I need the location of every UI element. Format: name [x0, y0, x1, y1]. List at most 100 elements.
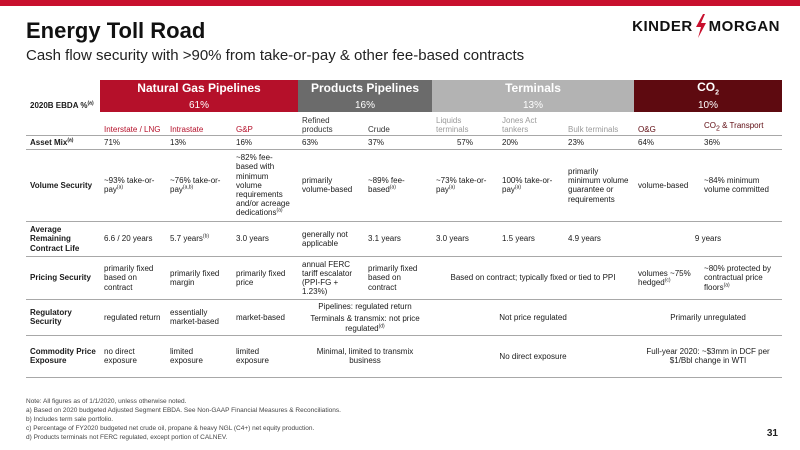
contract-life-value: 3.0 years	[232, 221, 298, 257]
commodity-exposure-value: limited exposure	[166, 335, 232, 378]
page-number: 31	[766, 428, 778, 439]
sub-intrastate: Intrastate	[166, 112, 232, 136]
volume-security-value: ~93% take-or-pay(a)	[100, 149, 166, 222]
regulatory-security-label: Regulatory Security	[26, 299, 100, 336]
ebda-label: 2020B EBDA %(a)	[30, 100, 94, 110]
contract-life-value: 5.7 years(b)	[166, 221, 232, 257]
commodity-exposure-value: no direct exposure	[100, 335, 166, 378]
contract-life-value: 9 years	[634, 221, 783, 257]
volume-security-row: Volume Security ~93% take-or-pay(a) ~76%…	[26, 149, 783, 222]
asset-mix-value: 63%	[298, 135, 364, 150]
footnote: c) Percentage of FY2020 budgeted net cru…	[26, 424, 315, 432]
sub-bulk-terminals: Bulk terminals	[564, 112, 635, 136]
page-subtitle: Cash flow security with >90% from take-o…	[26, 47, 525, 64]
regulatory-security-value: market-based	[232, 299, 298, 336]
regulatory-security-value: essentially market-based	[166, 299, 232, 336]
regulatory-security-value: Pipelines: regulated return Terminals & …	[298, 299, 432, 336]
segment-products: Products Pipelines	[298, 80, 432, 99]
sub-og: O&G	[634, 112, 701, 136]
volume-security-value: volume-based	[634, 149, 701, 222]
regulatory-security-value: regulated return	[100, 299, 166, 336]
asset-mix-value: 57%	[432, 135, 498, 150]
sub-gp: G&P	[232, 112, 298, 136]
commodity-exposure-value: Full-year 2020: ~$3mm in DCF per $1/Bbl …	[634, 335, 783, 378]
pricing-security-row: Pricing Security primarily fixed based o…	[26, 256, 783, 300]
contract-life-value: 1.5 years	[498, 221, 564, 257]
commodity-exposure-value: limited exposure	[232, 335, 298, 378]
logo-text-left: KINDER	[632, 17, 693, 35]
contract-life-value: 6.6 / 20 years	[100, 221, 166, 257]
ebda-terminals: 13%	[432, 98, 635, 113]
contract-life-value: 4.9 years	[564, 221, 635, 257]
asset-mix-value: 13%	[166, 135, 232, 150]
contract-life-value: 3.0 years	[432, 221, 498, 257]
commodity-exposure-row: Commodity Price Exposure no direct expos…	[26, 335, 783, 378]
footnotes: Note: All figures as of 1/1/2020, unless…	[26, 398, 341, 443]
segment-co2: CO2	[634, 80, 783, 99]
lightning-bolt-icon	[695, 14, 706, 38]
sub-crude: Crude	[364, 112, 432, 136]
asset-mix-value: 23%	[564, 135, 635, 150]
kinder-morgan-logo: KINDER MORGAN	[632, 14, 780, 38]
pricing-security-value: volumes ~75% hedged(c)	[634, 256, 701, 300]
footnote: a) Based on 2020 budgeted Adjusted Segme…	[26, 406, 341, 414]
pricing-security-value: Based on contract; typically fixed or ti…	[432, 256, 635, 300]
volume-security-value: ~82% fee-based with minimum volume requi…	[232, 149, 298, 222]
asset-mix-value: 71%	[100, 135, 166, 150]
volume-security-value: primarily volume-based	[298, 149, 364, 222]
top-accent-bar	[0, 0, 800, 6]
regulatory-security-row: Regulatory Security regulated return ess…	[26, 299, 783, 336]
sub-refined-products: Refined products	[298, 112, 364, 136]
ebda-co2: 10%	[634, 98, 783, 113]
regulatory-security-value: Not price regulated	[432, 299, 635, 336]
pricing-security-value: annual FERC tariff escalator (PPI-FG + 1…	[298, 256, 364, 300]
asset-mix-value: 20%	[498, 135, 564, 150]
commodity-exposure-value: No direct exposure	[432, 335, 635, 378]
volume-security-label: Volume Security	[26, 149, 100, 222]
ebda-row: 2020B EBDA %(a) 61% 16% 13% 10%	[26, 98, 783, 113]
volume-security-value: 100% take-or-pay(a)	[498, 149, 564, 222]
sub-co2-transport: CO2 & Transport	[700, 112, 783, 136]
asset-mix-value: 64%	[634, 135, 701, 150]
segment-name-row: Natural Gas Pipelines Products Pipelines…	[26, 80, 783, 99]
volume-security-value: primarily minimum volume guarantee or re…	[564, 149, 635, 222]
segment-natural-gas: Natural Gas Pipelines	[100, 80, 298, 99]
contract-life-row: Average Remaining Contract Life 6.6 / 20…	[26, 221, 783, 257]
page-title: Energy Toll Road	[26, 18, 206, 43]
footnote: d) Products terminals not FERC regulated…	[26, 433, 228, 441]
asset-mix-label: Asset Mix(a)	[26, 135, 100, 150]
subsegment-corner	[26, 112, 100, 136]
volume-security-value: ~84% minimum volume committed	[700, 149, 783, 222]
pricing-security-value: primarily fixed margin	[166, 256, 232, 300]
ebda-natural-gas: 61%	[100, 98, 298, 113]
pricing-security-value: primarily fixed based on contract	[364, 256, 432, 300]
pricing-security-label: Pricing Security	[26, 256, 100, 300]
segment-comparison-table: Natural Gas Pipelines Products Pipelines…	[26, 80, 783, 378]
commodity-exposure-label: Commodity Price Exposure	[26, 335, 100, 378]
footnote: b) Includes term sale portfolio.	[26, 415, 114, 423]
contract-life-value: 3.1 years	[364, 221, 432, 257]
regulatory-security-value: Primarily unregulated	[634, 299, 783, 336]
ebda-products: 16%	[298, 98, 432, 113]
subsegment-row: Interstate / LNG Intrastate G&P Refined …	[26, 112, 783, 136]
sub-interstate-lng: Interstate / LNG	[100, 112, 166, 136]
sub-jones-act-tankers: Jones Act tankers	[498, 112, 564, 136]
pricing-security-value: primarily fixed price	[232, 256, 298, 300]
footnote: Note: All figures as of 1/1/2020, unless…	[26, 398, 187, 405]
sub-liquids-terminals: Liquids terminals	[432, 112, 498, 136]
asset-mix-value: 37%	[364, 135, 432, 150]
segment-terminals: Terminals	[432, 80, 635, 99]
commodity-exposure-value: Minimal, limited to transmix business	[298, 335, 432, 378]
contract-life-label: Average Remaining Contract Life	[26, 221, 100, 257]
asset-mix-value: 36%	[700, 135, 783, 150]
logo-text-right: MORGAN	[708, 17, 780, 35]
asset-mix-value: 16%	[232, 135, 298, 150]
pricing-security-value: ~80% protected by contractual price floo…	[700, 256, 783, 300]
asset-mix-row: Asset Mix(a) 71% 13% 16% 63% 37% 57% 20%…	[26, 135, 783, 150]
corner-cell	[26, 80, 100, 98]
pricing-security-value: primarily fixed based on contract	[100, 256, 166, 300]
volume-security-value: ~76% take-or-pay(a,b)	[166, 149, 232, 222]
volume-security-value: ~89% fee-based(a)	[364, 149, 432, 222]
contract-life-value: generally not applicable	[298, 221, 364, 257]
volume-security-value: ~73% take-or-pay(a)	[432, 149, 498, 222]
